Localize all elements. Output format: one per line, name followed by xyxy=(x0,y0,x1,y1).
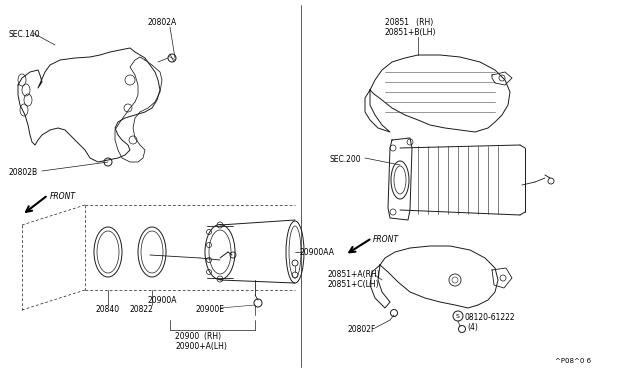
Text: 20802A: 20802A xyxy=(148,18,177,27)
Text: 20900A: 20900A xyxy=(148,296,177,305)
Text: 20900+A(LH): 20900+A(LH) xyxy=(175,342,227,351)
Text: FRONT: FRONT xyxy=(50,192,76,201)
Text: 20822: 20822 xyxy=(130,305,154,314)
Text: 20900  (RH): 20900 (RH) xyxy=(175,332,221,341)
Text: SEC.200: SEC.200 xyxy=(330,155,362,164)
Text: S: S xyxy=(456,314,460,318)
Text: FRONT: FRONT xyxy=(373,235,399,244)
Text: 20840: 20840 xyxy=(95,305,119,314)
Text: 20802F: 20802F xyxy=(348,325,376,334)
Text: 20851+A(RH): 20851+A(RH) xyxy=(328,270,381,279)
Text: 20851   (RH): 20851 (RH) xyxy=(385,18,433,27)
Text: 20851+B(LH): 20851+B(LH) xyxy=(385,28,436,37)
Text: SEC.140: SEC.140 xyxy=(8,30,40,39)
Text: ^P08^0 6: ^P08^0 6 xyxy=(555,358,591,364)
Text: 20900AA: 20900AA xyxy=(300,248,335,257)
Text: 08120-61222: 08120-61222 xyxy=(465,313,516,322)
Text: 20900E: 20900E xyxy=(195,305,224,314)
Text: 20851+C(LH): 20851+C(LH) xyxy=(328,280,380,289)
Text: (4): (4) xyxy=(468,323,479,332)
Text: 20802B: 20802B xyxy=(8,168,37,177)
